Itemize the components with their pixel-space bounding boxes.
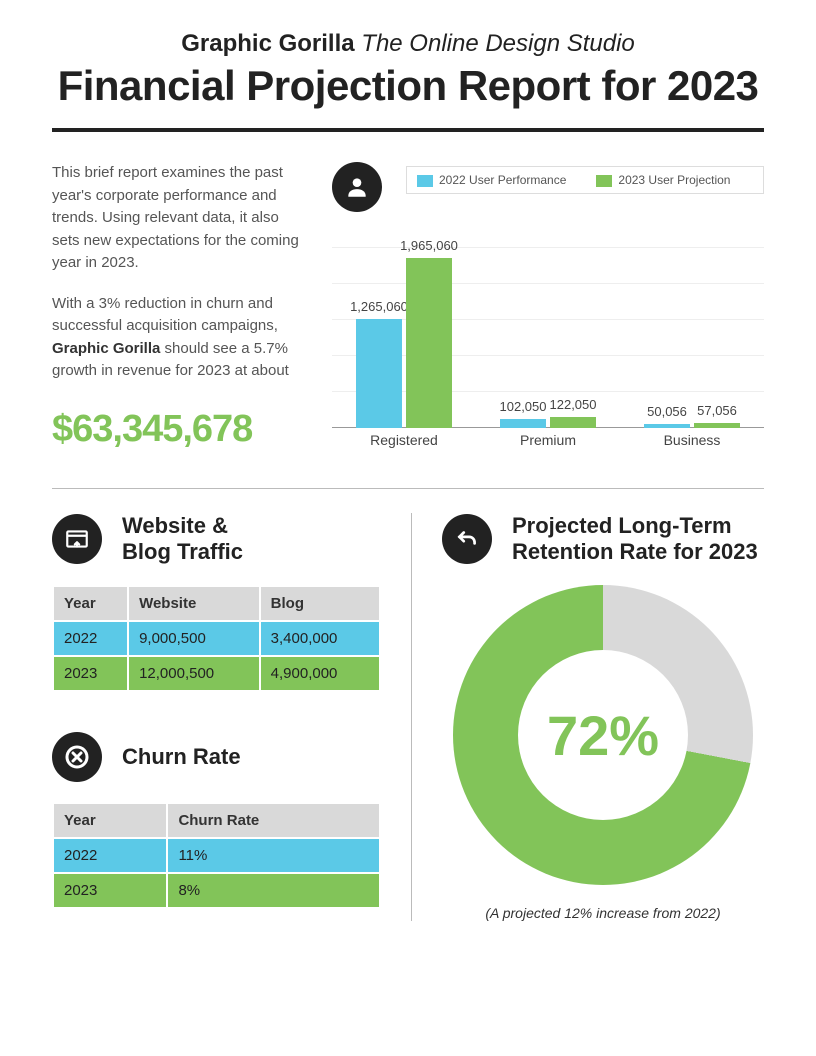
report-header: Graphic Gorilla The Online Design Studio…	[52, 30, 764, 110]
retention-footnote: (A projected 12% increase from 2022)	[442, 905, 764, 921]
retention-heading: Projected Long-Term Retention Rate for 2…	[442, 513, 764, 566]
brand-name: Graphic Gorilla	[181, 30, 354, 57]
intro-text: This brief report examines the past year…	[52, 162, 302, 458]
intro-paragraph-1: This brief report examines the past year…	[52, 162, 302, 275]
bar-chart: 1,265,0601,965,060102,050122,05050,05657…	[332, 218, 764, 448]
top-row: This brief report examines the past year…	[52, 162, 764, 458]
retention-value: 72%	[518, 650, 688, 820]
left-column: Website &Blog Traffic YearWebsiteBlog 20…	[52, 513, 412, 922]
traffic-heading: Website &Blog Traffic	[52, 513, 381, 566]
churn-heading: Churn Rate	[52, 732, 381, 782]
user-chart: 2022 User Performance 2023 User Projecti…	[332, 162, 764, 458]
traffic-table: YearWebsiteBlog 20229,000,5003,400,00020…	[52, 585, 381, 692]
chart-legend: 2022 User Performance 2023 User Projecti…	[406, 166, 764, 194]
report-title: Financial Projection Report for 2023	[52, 62, 764, 110]
projected-revenue: $63,345,678	[52, 401, 302, 458]
browser-icon	[52, 514, 102, 564]
right-column: Projected Long-Term Retention Rate for 2…	[412, 513, 764, 922]
return-icon	[442, 514, 492, 564]
brand-subtitle: Graphic Gorilla The Online Design Studio	[52, 30, 764, 58]
churn-table: YearChurn Rate 202211%20238%	[52, 802, 381, 909]
traffic-title: Website &Blog Traffic	[122, 513, 243, 566]
bottom-row: Website &Blog Traffic YearWebsiteBlog 20…	[52, 513, 764, 922]
header-rule	[52, 128, 764, 132]
mid-rule	[52, 488, 764, 489]
churn-title: Churn Rate	[122, 744, 241, 770]
intro-paragraph-2: With a 3% reduction in churn and success…	[52, 293, 302, 383]
brand-tagline: The Online Design Studio	[361, 30, 635, 57]
close-icon	[52, 732, 102, 782]
retention-donut: 72% (A projected 12% increase from 2022)	[442, 585, 764, 921]
user-icon	[332, 162, 382, 212]
retention-title: Projected Long-Term Retention Rate for 2…	[512, 513, 764, 566]
